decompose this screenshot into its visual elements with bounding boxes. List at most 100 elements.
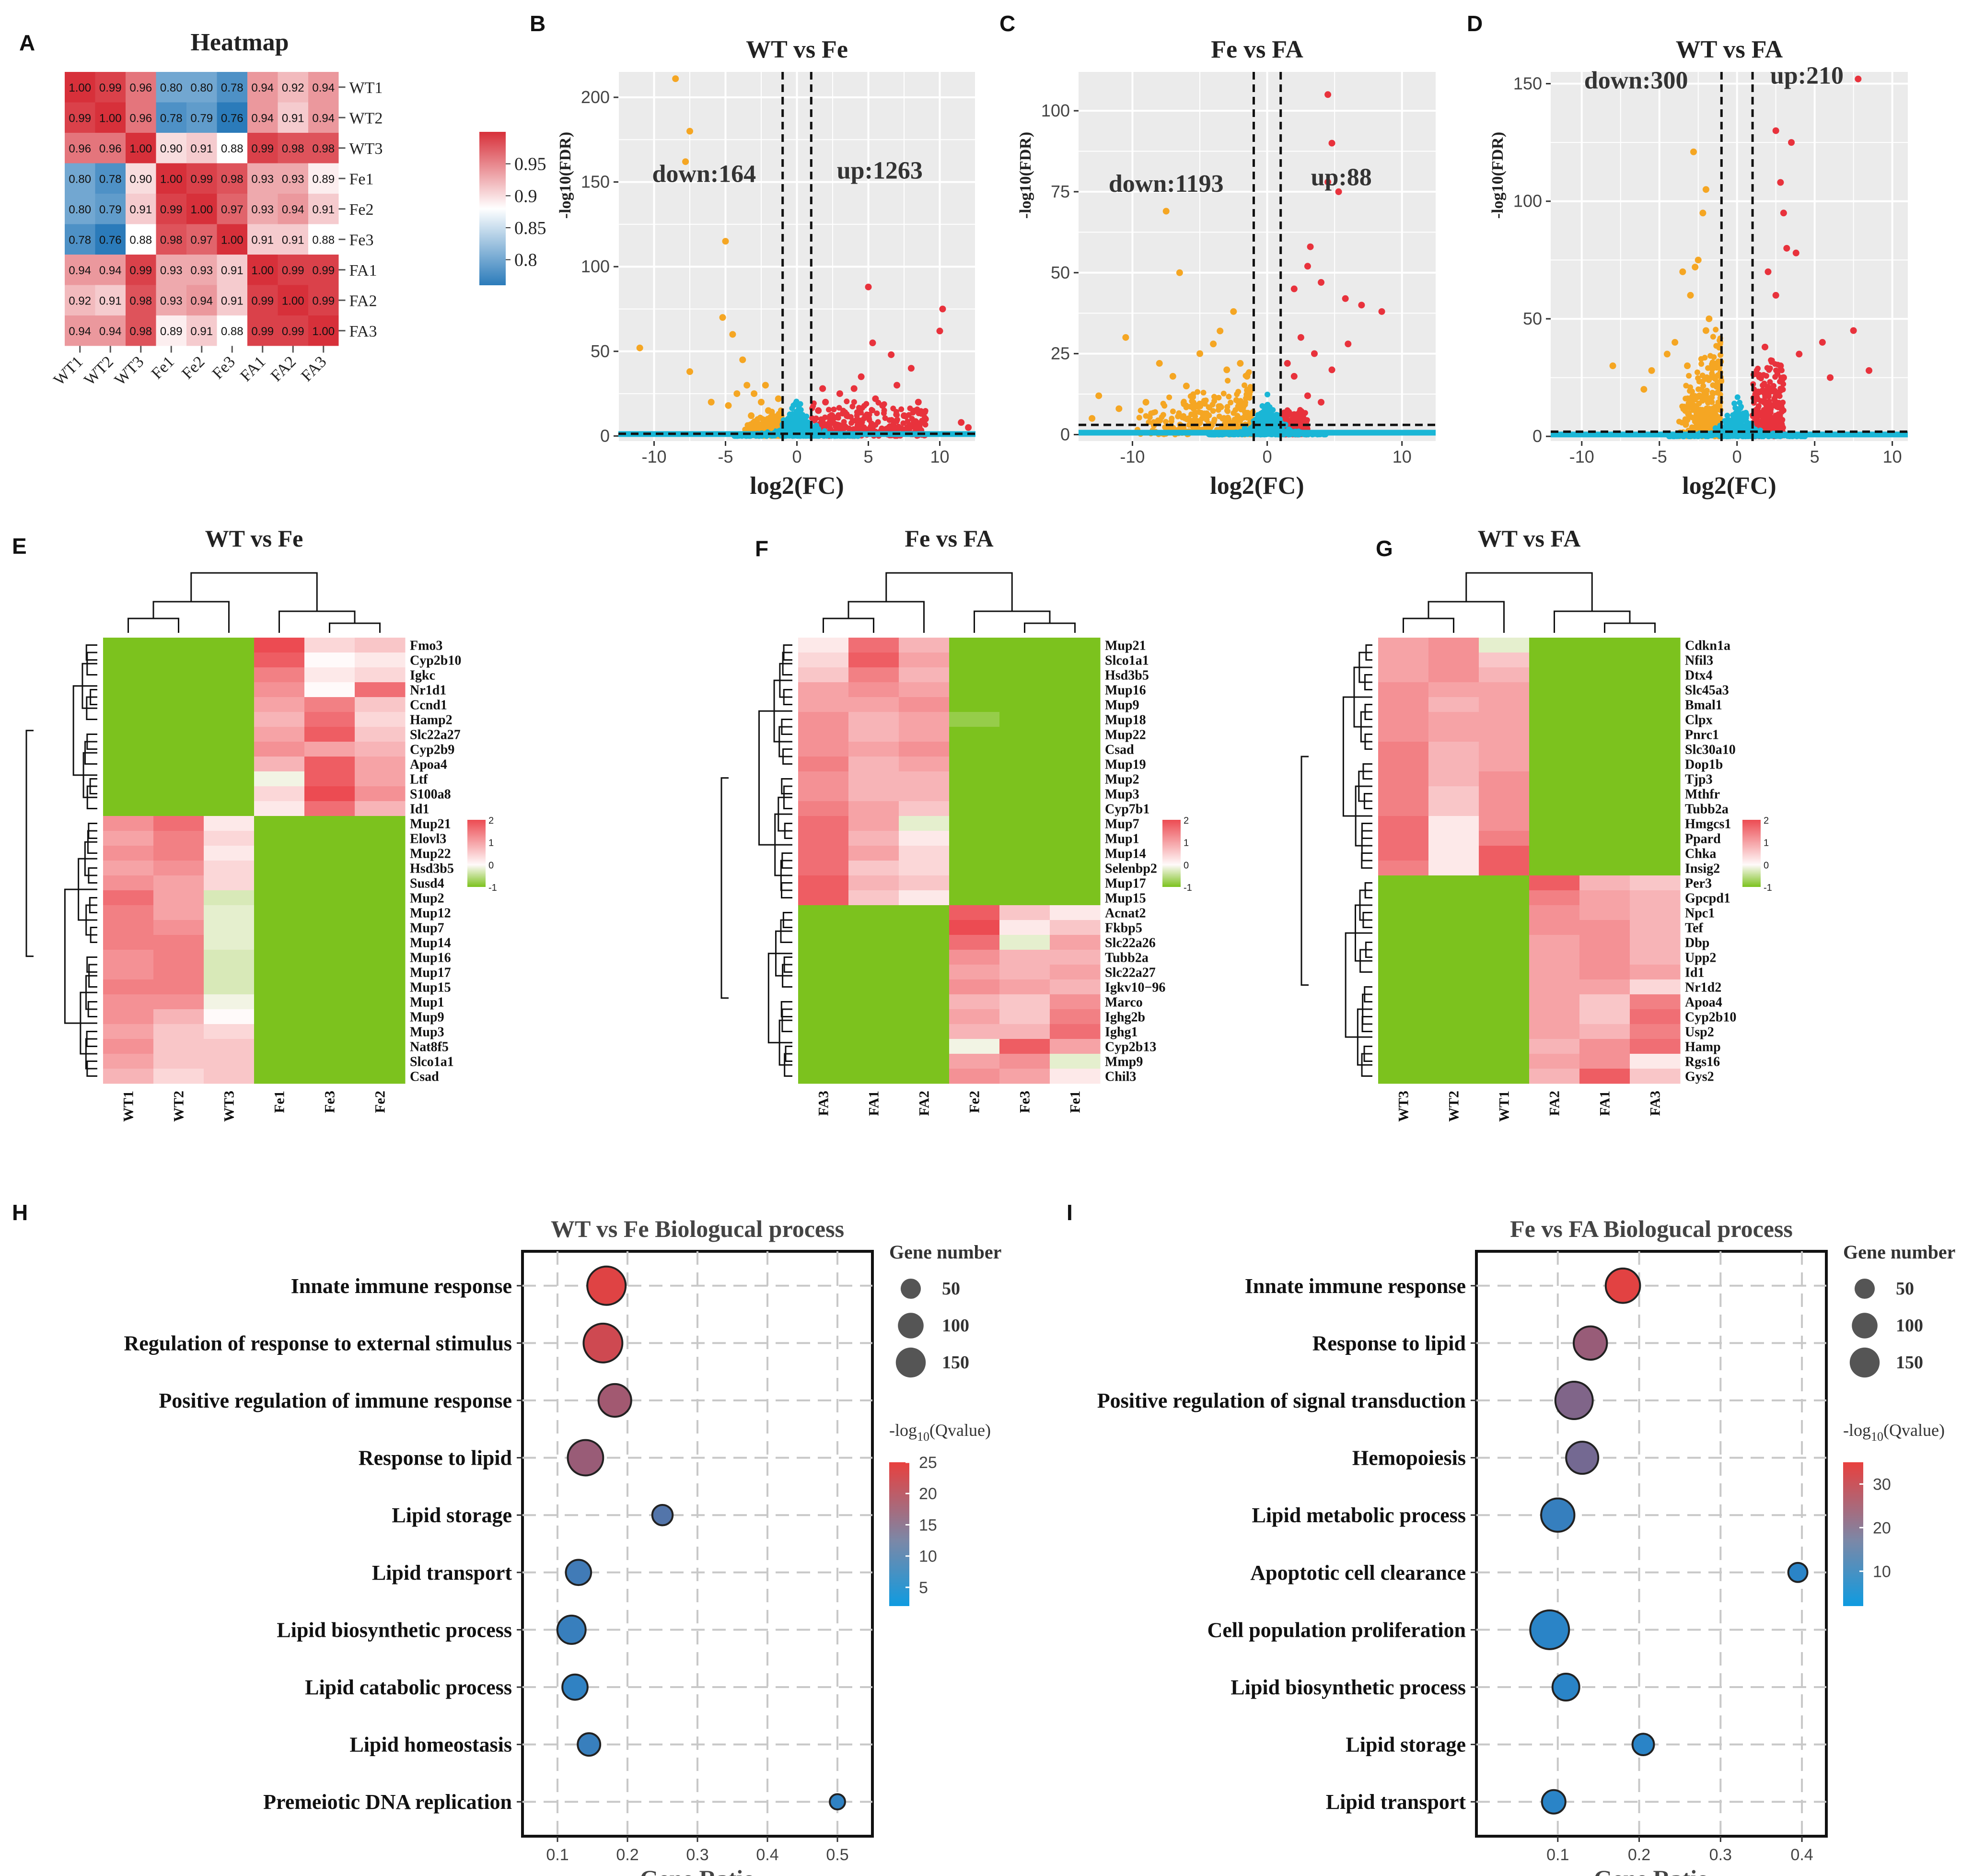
heatmap-G-cell — [1479, 846, 1530, 861]
heatmap-G-cell — [1630, 1054, 1681, 1069]
heatmap-a-cell — [156, 285, 186, 315]
heatmap-E-cell — [153, 801, 204, 816]
heatmap-G-cell — [1630, 1069, 1681, 1084]
heatmap-E-cell — [103, 875, 154, 891]
heatmap-G-cell — [1428, 1009, 1479, 1025]
heatmap-E-cell — [204, 935, 255, 950]
heatmap-E-cell — [304, 771, 355, 787]
heatmap-F-cell — [949, 1009, 1000, 1025]
heatmap-G-cell — [1479, 638, 1530, 653]
heatmap-a-cell-label: 0.91 — [129, 203, 152, 216]
heatmap-a-cell-label: 0.93 — [160, 294, 183, 307]
dotplot-term-label: Positive regulation of immune response — [159, 1389, 512, 1412]
heatmap-F-cell — [899, 653, 950, 668]
color-legend-bar — [889, 1462, 909, 1606]
volcano-down-point — [762, 382, 769, 389]
heatmap-G-col-label: WT1 — [1497, 1091, 1512, 1122]
heatmap-F-cell — [899, 742, 950, 757]
dotplot-point — [586, 1265, 627, 1306]
heatmap-E-cell — [254, 861, 305, 876]
heatmap-G-cell — [1428, 979, 1479, 995]
heatmap-G-gene-label: Apoa4 — [1685, 995, 1722, 1010]
heatmap-G-cell — [1529, 742, 1580, 757]
heatmap-a-cell — [247, 163, 278, 194]
heatmap-E-cell — [254, 771, 305, 787]
heatmap-a-cell-label: 0.99 — [251, 294, 274, 307]
heatmap-G-cell — [1428, 682, 1479, 698]
heatmap-a-row-label: FA2 — [349, 292, 377, 310]
dendrogram-branch — [823, 618, 874, 633]
colorbar-tick-label: 0 — [1184, 860, 1189, 871]
heatmap-G-cell — [1378, 1054, 1429, 1069]
heatmap-a-cell — [126, 194, 156, 224]
dotplot-term-label: Cell population proliferation — [1207, 1618, 1466, 1642]
heatmap-E-cell — [153, 682, 204, 698]
heatmap-G-cell — [1630, 801, 1681, 816]
heatmap-G-cell — [1479, 875, 1530, 891]
dendrogram-branch — [1342, 696, 1372, 817]
heatmap-a-cell-label: 0.80 — [69, 173, 91, 186]
heatmap-F-cell — [949, 727, 1000, 742]
heatmap-G-cell — [1479, 742, 1530, 757]
heatmap-E-col-label: Fe1 — [272, 1091, 288, 1113]
volcano-down-point — [1233, 397, 1239, 403]
heatmap-a-cell — [217, 194, 247, 224]
heatmap-a-cell-label: 0.78 — [160, 112, 183, 125]
heatmap-E-gene-label: Mup12 — [410, 906, 451, 921]
heatmap-F-cell — [949, 742, 1000, 757]
heatmap-a-cell — [308, 285, 339, 315]
heatmap-F-cell — [848, 667, 899, 683]
heatmap-a-cell-label: 1.00 — [160, 173, 183, 186]
heatmap-G-cell — [1529, 979, 1580, 995]
color-legend-bar — [1843, 1462, 1863, 1606]
heatmap-G-cell — [1579, 846, 1630, 861]
heatmap-G-cell — [1428, 697, 1479, 712]
volcano-up-point — [1290, 418, 1297, 424]
color-legend-title-sub: 10 — [1871, 1430, 1883, 1444]
heatmap-F-gene-label: Mup17 — [1105, 876, 1146, 891]
x-tick-label: 0.5 — [826, 1846, 848, 1864]
heatmap-E-gene-label: Cyp2b10 — [410, 653, 461, 668]
heatmap-G-cell — [1630, 682, 1681, 698]
heatmap-E-cell — [153, 786, 204, 802]
heatmap-G-cell — [1428, 757, 1479, 772]
heatmap-F-gene-label: Mup19 — [1105, 757, 1146, 772]
heatmap-F-cell — [1050, 682, 1101, 698]
heatmap-E-cell — [304, 757, 355, 772]
heatmap-a-cell-label: 0.96 — [99, 142, 122, 155]
heatmap-a-col-label: Fe2 — [178, 353, 208, 383]
heatmap-G-cell — [1579, 875, 1630, 891]
volcano-down-point — [739, 356, 746, 363]
volcano-up-point — [922, 421, 929, 428]
heatmap-F-cell — [798, 920, 849, 935]
volcano-up-point — [1788, 139, 1795, 146]
heatmap-G-cell — [1630, 831, 1681, 846]
heatmap-G-gene-label: Npc1 — [1685, 906, 1715, 921]
heatmap-E-col-label: Fe2 — [372, 1091, 388, 1113]
heatmap-G-gene-label: Id1 — [1685, 966, 1704, 980]
heatmap-G-cell — [1529, 667, 1580, 683]
heatmap-G-cell — [1529, 1024, 1580, 1039]
heatmap-F-cell — [1050, 1024, 1101, 1039]
dotplot-term-label: Lipid biosynthetic process — [1230, 1676, 1466, 1699]
heatmap-E-cell — [153, 771, 204, 787]
heatmap-E-cell — [355, 846, 406, 861]
heatmap-G-cell — [1630, 846, 1681, 861]
color-legend-label: 30 — [1873, 1475, 1891, 1493]
heatmap-G-cell — [1529, 653, 1580, 668]
volcano-up-point — [861, 403, 867, 409]
volcano-ns-point — [1740, 410, 1746, 417]
colorbar-tick-label: 2 — [488, 816, 494, 826]
x-tick-label: 5 — [863, 447, 873, 466]
heatmap-F-cell — [899, 875, 950, 891]
heatmap-G-gene-label: Bmal1 — [1685, 698, 1722, 713]
heatmap-a-cell — [65, 72, 95, 103]
heatmap-E-gene-label: Mup9 — [410, 1010, 444, 1025]
heatmap-a-cell-label: 0.96 — [129, 82, 152, 94]
heatmap-G-cell — [1479, 727, 1530, 742]
dotplot-H-title: WT vs Fe Biologucal process — [551, 1215, 844, 1242]
volcano-down-point — [1143, 413, 1149, 419]
volcano-up-point — [881, 407, 887, 413]
heatmap-a-row-label: Fe1 — [349, 170, 374, 188]
